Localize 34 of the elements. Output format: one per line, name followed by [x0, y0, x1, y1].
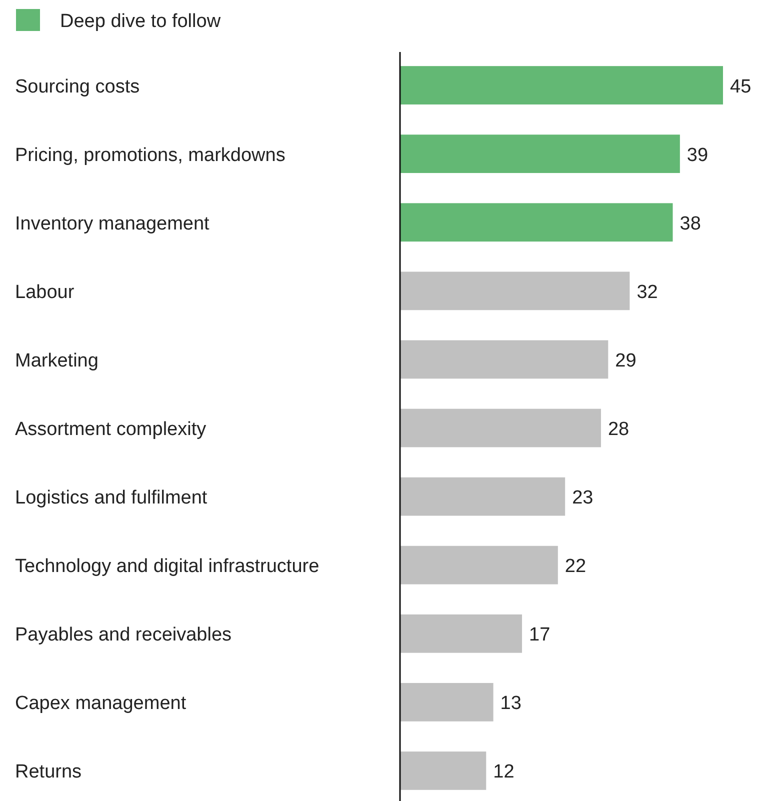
bar: [400, 477, 566, 516]
data-label: 28: [608, 419, 630, 440]
y-tick-label: Returns: [15, 762, 82, 783]
bar: [400, 203, 673, 242]
y-tick-label: Marketing: [15, 350, 98, 372]
bar: [400, 614, 522, 653]
y-tick-label: Technology and digital infrastructure: [15, 556, 320, 578]
y-tick-label: Inventory management: [15, 213, 210, 234]
data-label: 32: [636, 282, 658, 303]
bar: [400, 340, 608, 379]
data-label: 17: [529, 624, 550, 646]
data-label: 38: [680, 213, 701, 234]
data-label: 12: [493, 762, 514, 783]
data-label: 39: [686, 144, 708, 166]
y-tick-label: Logistics and fulfilment: [15, 488, 208, 509]
data-label: 22: [564, 556, 586, 578]
y-tick-label: Sourcing costs: [15, 76, 140, 98]
bar: [400, 752, 486, 790]
y-tick-label: Capex management: [15, 693, 187, 714]
data-label: 29: [615, 350, 636, 372]
bar: [400, 546, 558, 584]
y-tick-label: Pricing, promotions, markdowns: [15, 144, 286, 166]
data-label: 45: [730, 76, 752, 98]
bar: [400, 408, 601, 448]
bar: [400, 66, 723, 104]
y-tick-label: Labour: [15, 282, 75, 303]
bar: [400, 272, 630, 310]
bar: [400, 134, 680, 174]
y-tick-label: Assortment complexity: [15, 419, 207, 440]
legend-label: Deep dive to follow: [60, 11, 221, 32]
data-label: 23: [572, 488, 594, 509]
data-label: 13: [500, 693, 522, 714]
bar: [400, 682, 494, 722]
y-tick-label: Payables and receivables: [15, 624, 232, 646]
